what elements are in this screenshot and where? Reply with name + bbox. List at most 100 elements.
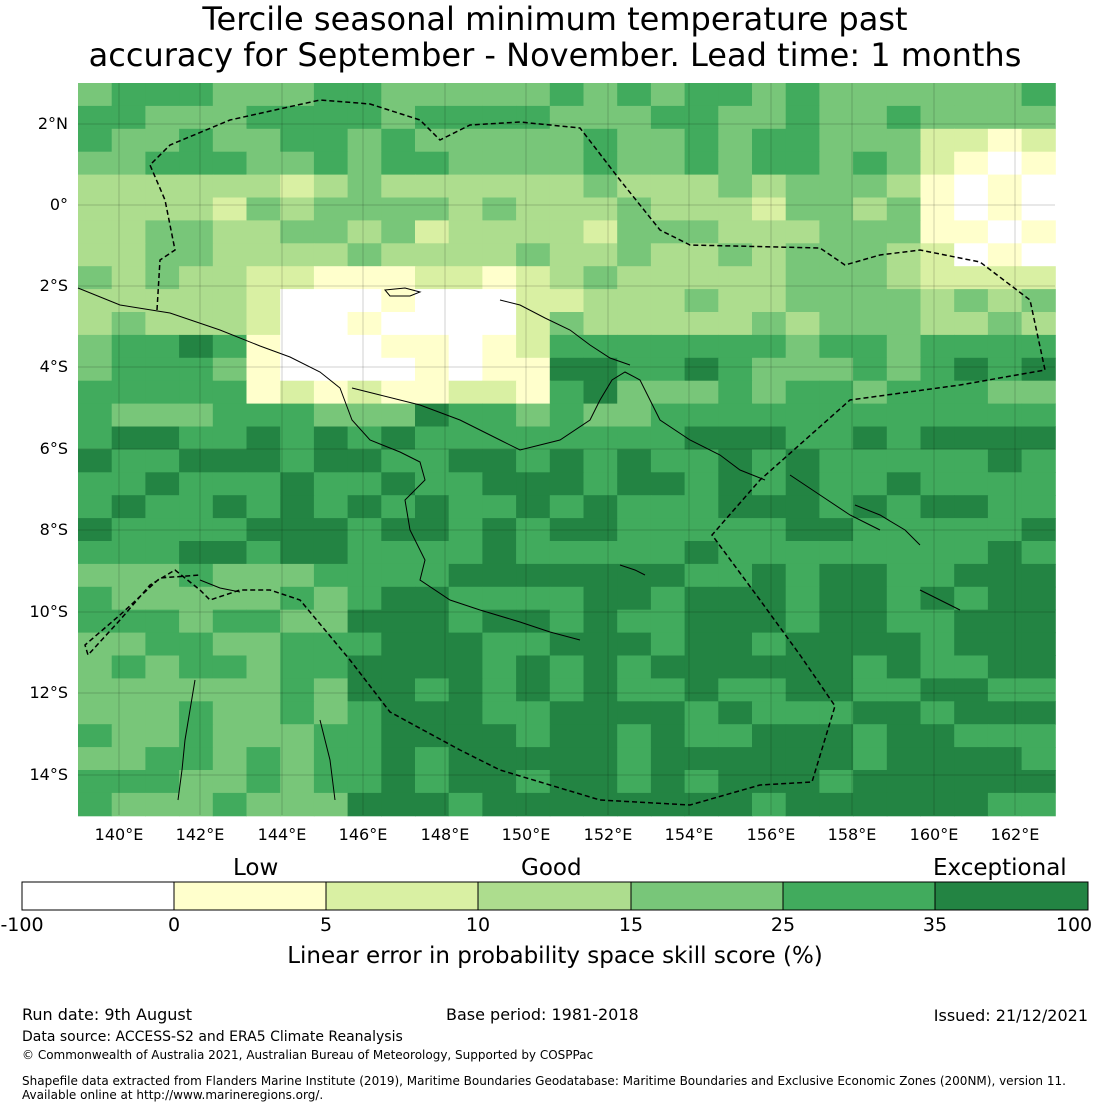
skill-cell [819, 380, 854, 405]
skill-cell [987, 678, 1023, 702]
skill-cell [583, 174, 618, 198]
skill-cell [347, 655, 382, 679]
skill-cell [1021, 770, 1056, 794]
skill-cell [650, 792, 686, 817]
skill-cell [650, 655, 686, 679]
colorbar-segment [326, 882, 478, 910]
skill-cell [1021, 128, 1056, 153]
skill-cell [212, 174, 247, 198]
skill-cell [179, 678, 214, 702]
skill-cell [145, 541, 180, 565]
skill-cell [920, 174, 955, 198]
skill-cell [718, 586, 753, 611]
skill-cell [516, 609, 551, 634]
skill-cell [482, 770, 517, 794]
skill-cell [516, 380, 551, 405]
skill-cell [482, 495, 517, 519]
skill-cell [179, 541, 214, 565]
skill-cell [381, 289, 416, 313]
skill-cell [650, 312, 686, 336]
skill-cell [853, 334, 888, 359]
skill-cell [650, 197, 686, 221]
skill-cell [246, 312, 281, 336]
colorbar-tick: 0 [167, 914, 181, 936]
skill-cell [246, 151, 281, 176]
skill-cell [785, 770, 820, 794]
skill-cell [583, 220, 618, 244]
skill-cell [785, 312, 820, 336]
skill-cell [583, 724, 618, 748]
skill-cell [617, 518, 652, 542]
skill-cell [684, 174, 719, 198]
skill-cell [145, 724, 180, 748]
skill-cell [212, 289, 247, 313]
skill-cell [516, 312, 551, 336]
skill-cell [381, 266, 416, 290]
skill-cell [819, 243, 854, 267]
skill-cell [1021, 312, 1056, 336]
skill-cell [718, 83, 753, 107]
skill-cell [617, 334, 652, 359]
colorbar-segment [783, 882, 935, 910]
skill-cell [617, 426, 652, 450]
base-period: Base period: 1981-2018 [446, 1005, 639, 1024]
skill-cell [987, 770, 1023, 794]
skill-cell [415, 83, 450, 107]
skill-cell [920, 426, 955, 450]
skill-cell [684, 632, 719, 656]
skill-cell [78, 243, 113, 267]
skill-cell [920, 220, 955, 244]
skill-cell [78, 541, 113, 565]
skill-cell [246, 403, 281, 427]
skill-cell [212, 197, 247, 221]
skill-cell [280, 632, 315, 656]
skill-cell [684, 586, 719, 611]
skill-cell [684, 426, 719, 450]
run-date: Run date: 9th August [22, 1005, 192, 1024]
skill-cell [583, 243, 618, 267]
skill-cell [415, 541, 450, 565]
skill-cell [583, 541, 618, 565]
skill-cell [920, 541, 955, 565]
skill-cell [246, 449, 281, 473]
skill-cell [347, 449, 382, 473]
island-outline-2 [619, 564, 646, 576]
colorbar-segment [174, 882, 326, 910]
skill-cell [650, 289, 686, 313]
skill-cell [987, 403, 1023, 427]
skill-cell [313, 105, 349, 130]
skill-cell [886, 563, 921, 588]
skill-cell [145, 357, 180, 382]
skill-cell [145, 472, 180, 496]
skill-cell [718, 220, 753, 244]
skill-cell [448, 518, 483, 542]
skill-cell [718, 632, 753, 656]
skill-cell [650, 243, 686, 267]
skill-cell [179, 151, 214, 176]
skill-cell [549, 266, 584, 290]
skill-cell [415, 380, 450, 405]
skill-cell [381, 83, 416, 107]
skill-cell [886, 151, 921, 176]
skill-cell [987, 632, 1023, 656]
skill-cell [853, 197, 888, 221]
skill-cell [819, 312, 854, 336]
skill-cell [347, 197, 382, 221]
skill-cell [145, 83, 180, 107]
skill-cell [313, 380, 349, 405]
colorbar-tick: 15 [618, 914, 644, 936]
skill-cell [78, 792, 113, 817]
skill-cell [718, 312, 753, 336]
skill-cell [819, 197, 854, 221]
skill-cell [684, 792, 719, 817]
skill-cell [617, 632, 652, 656]
skill-cell [482, 220, 517, 244]
skill-cell [987, 472, 1023, 496]
skill-cell [987, 174, 1023, 198]
lon-tick-label: 162°E [991, 825, 1040, 844]
skill-cell [381, 105, 416, 130]
skill-cell [415, 724, 450, 748]
skill-cell [752, 128, 787, 153]
skill-cell [718, 334, 753, 359]
skill-cell [718, 655, 753, 679]
